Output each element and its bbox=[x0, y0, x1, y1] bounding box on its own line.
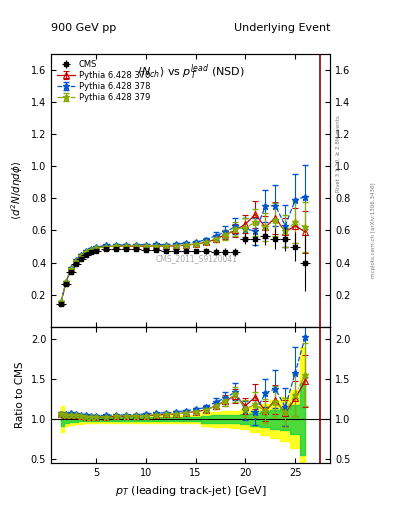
Legend: CMS, Pythia 6.428 370, Pythia 6.428 378, Pythia 6.428 379: CMS, Pythia 6.428 370, Pythia 6.428 378,… bbox=[55, 58, 152, 103]
Text: CMS_2011_S9120041: CMS_2011_S9120041 bbox=[155, 254, 237, 263]
Text: $\langle N_{ch}\rangle$ vs $p_T^{lead}$ (NSD): $\langle N_{ch}\rangle$ vs $p_T^{lead}$ … bbox=[137, 62, 244, 81]
Text: Rivet 3.1.10, ≥ 2.8M events: Rivet 3.1.10, ≥ 2.8M events bbox=[336, 115, 341, 192]
Text: Underlying Event: Underlying Event bbox=[233, 23, 330, 33]
Y-axis label: $\langle d^{2} N/d\eta d\phi \rangle$: $\langle d^{2} N/d\eta d\phi \rangle$ bbox=[9, 161, 25, 220]
Text: mcplots.cern.ch [arXiv:1306.3436]: mcplots.cern.ch [arXiv:1306.3436] bbox=[371, 183, 376, 278]
Text: 900 GeV pp: 900 GeV pp bbox=[51, 23, 116, 33]
X-axis label: $p_T$ (leading track-jet) [GeV]: $p_T$ (leading track-jet) [GeV] bbox=[115, 484, 266, 498]
Y-axis label: Ratio to CMS: Ratio to CMS bbox=[15, 362, 25, 429]
